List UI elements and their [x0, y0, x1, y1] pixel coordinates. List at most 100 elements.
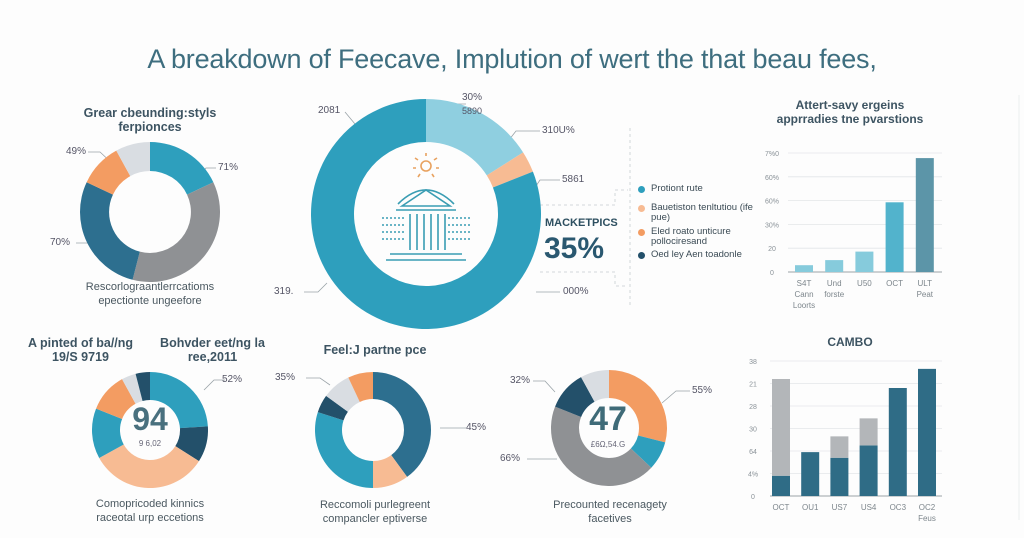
bar — [855, 251, 874, 272]
bar2-title: CAMBO — [827, 335, 873, 349]
x-tick-label: Loorts — [793, 301, 815, 310]
y-tick-label: 64 — [749, 449, 757, 456]
chart1-title-line: Grear cbeunding:styls — [83, 106, 217, 120]
chart1-label: 70% — [50, 237, 71, 248]
donut-slice — [99, 444, 199, 488]
legend-item: Oed ley Aen toadonle — [638, 250, 758, 260]
x-tick-label: ULT — [918, 279, 933, 288]
donut-slice — [373, 372, 431, 477]
title-line: Bohvder eet/ng la — [160, 336, 265, 350]
donut-slice — [311, 99, 541, 329]
y-tick-label: 60% — [765, 175, 779, 182]
x-tick-label: Cann — [794, 290, 813, 299]
chart4-title-b: Bohvder eet/ng la ree,2011 — [150, 336, 275, 364]
legend-label: Eled roato unticure pollociresand — [651, 226, 731, 247]
x-tick-label: OU1 — [802, 503, 819, 512]
bar — [825, 260, 844, 272]
chart1-label: 71% — [218, 162, 239, 173]
title-line: ree,2011 — [187, 350, 238, 364]
callout-title: MACKETPICS — [545, 217, 618, 229]
chart4-center-sub: 9 6,02 — [138, 439, 162, 448]
donut-slice — [150, 372, 208, 429]
chart6-label: 55% — [692, 385, 713, 396]
donut-slice — [317, 395, 348, 421]
donut-slice — [86, 150, 131, 195]
legend-dot — [638, 229, 645, 236]
bar1-title: Attert-savy ergeins apprradies tne pvars… — [760, 98, 940, 126]
caption-line: raceotal urp eccetions — [96, 512, 204, 524]
legend-item: Bauetiston tenltutiou (ife pue) — [638, 203, 758, 223]
y-tick-label: 4% — [748, 472, 758, 479]
bar — [830, 457, 849, 496]
donut-slice — [609, 370, 667, 443]
bar1-title-line: apprradies tne pvarstions — [776, 112, 924, 126]
donut-slice — [555, 377, 595, 417]
caption-line: facetives — [588, 513, 632, 525]
y-tick-label: 0 — [770, 270, 774, 277]
main-donut-label: 000% — [563, 286, 589, 297]
legend-label: Protiont rute — [651, 183, 703, 194]
caption-line: compancler eptiverse — [322, 513, 428, 525]
chart1-label: 49% — [66, 146, 87, 157]
page-title: A breakdown of Feecave, Implution of wer… — [147, 44, 877, 74]
bar — [859, 445, 878, 496]
legend-label: Oed ley Aen toadonle — [651, 249, 742, 260]
x-tick-label: Peat — [917, 290, 934, 299]
donut-slice — [581, 370, 609, 402]
main-donut-label: 2081 — [318, 105, 341, 116]
x-tick-label: U50 — [857, 279, 872, 288]
government-building-icon — [382, 153, 470, 261]
chart4-title-a: A pinted of ba//ng 19/S 9719 — [18, 336, 143, 364]
legend-dot — [638, 186, 645, 193]
bar — [795, 265, 813, 272]
legend-dot — [638, 252, 645, 259]
bar — [885, 202, 904, 272]
bar1-title-line: Attert-savy ergeins — [795, 98, 905, 112]
caption-line: Reccomoli purlegreent — [319, 499, 431, 511]
donut-slice — [116, 142, 150, 177]
x-tick-label: forste — [824, 290, 845, 299]
caption-line: epectionte ungeefore — [98, 295, 202, 307]
chart6-donut — [551, 370, 667, 486]
y-tick-label: 0 — [751, 494, 755, 501]
donut-slice — [373, 455, 408, 488]
bar1-chart: 0 20 30% 60% 60% 7%0 S4T Cann Loorts Und forste U50… — [765, 151, 942, 310]
donut-slice — [348, 372, 373, 402]
donut-slice — [135, 372, 150, 401]
chart4-caption: Comopricoded kinnics raceotal urp ecceti… — [50, 497, 250, 525]
main-donut-label: 5861 — [562, 174, 585, 185]
main-legend: Protiont rute Bauetiston tenltutiou (ife… — [638, 184, 758, 260]
donut-slice — [92, 408, 124, 458]
chart6-center-value: 47 — [589, 400, 627, 438]
donut-slice — [122, 373, 143, 404]
y-tick-label: 30% — [765, 222, 779, 229]
y-tick-label: 60% — [765, 199, 779, 206]
donut-slice — [486, 152, 533, 188]
chart6-caption: Precounted recenagety facetives — [530, 498, 690, 526]
chart4-center-value: 94 — [132, 401, 168, 437]
chart6-label: 32% — [510, 375, 531, 386]
chart5-label: 45% — [466, 422, 487, 433]
x-tick-label: OCT — [773, 503, 790, 512]
main-donut-label: 319. — [274, 286, 294, 297]
bar — [801, 452, 820, 496]
x-tick-label: OC2 — [919, 503, 936, 512]
x-tick-label: US4 — [861, 503, 877, 512]
donut-slice — [551, 406, 652, 486]
donut-slice — [326, 377, 360, 412]
donut-slice — [315, 412, 373, 488]
x-tick-label: S4T — [797, 279, 812, 288]
chart5-caption: Reccomoli purlegreent compancler eptiver… — [300, 498, 450, 526]
caption-line: Rescorlograantlerrcatioms — [85, 281, 215, 293]
chart4-donut — [92, 372, 208, 488]
chart1-caption: Rescorlograantlerrcatioms epectionte ung… — [50, 280, 250, 308]
main-donut-label: 5890 — [462, 106, 483, 116]
caption-line: Comopricoded kinnics — [95, 498, 205, 510]
chart5-label: 35% — [275, 372, 296, 383]
donut-slice — [175, 426, 208, 462]
donut-slice — [150, 142, 214, 195]
x-tick-label: US7 — [832, 503, 848, 512]
y-tick-label: 30 — [749, 427, 757, 434]
bar — [830, 436, 849, 458]
